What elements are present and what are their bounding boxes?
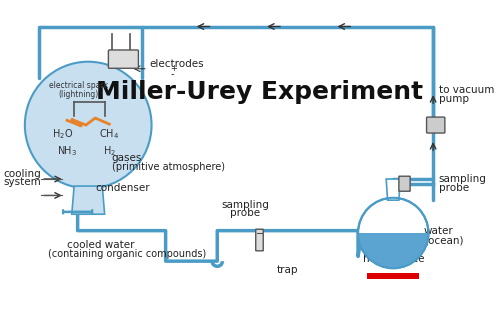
Text: CH$_4$: CH$_4$ — [99, 127, 119, 141]
Text: (ocean): (ocean) — [424, 235, 463, 245]
Circle shape — [358, 198, 428, 268]
Text: cooled water: cooled water — [67, 240, 134, 250]
Text: probe: probe — [230, 208, 260, 218]
Text: trap: trap — [277, 264, 298, 275]
Text: sampling: sampling — [439, 174, 486, 184]
FancyBboxPatch shape — [108, 50, 138, 68]
FancyBboxPatch shape — [63, 209, 92, 214]
FancyBboxPatch shape — [256, 229, 263, 251]
Text: system: system — [4, 177, 42, 187]
Text: cooling: cooling — [4, 169, 42, 179]
Text: to vacuum: to vacuum — [439, 85, 494, 95]
Text: H$_2$O: H$_2$O — [52, 127, 73, 141]
Text: -: - — [170, 69, 174, 80]
Text: Miller-Urey Experiment: Miller-Urey Experiment — [96, 80, 423, 104]
Text: NH$_3$: NH$_3$ — [57, 144, 77, 158]
Text: condenser: condenser — [95, 183, 150, 193]
Text: electrical spark: electrical spark — [50, 81, 108, 90]
Text: water: water — [424, 226, 454, 236]
Text: (containing organic compounds): (containing organic compounds) — [48, 249, 206, 259]
FancyBboxPatch shape — [426, 117, 445, 133]
Text: +: + — [170, 64, 177, 73]
Text: (primitive atmosphere): (primitive atmosphere) — [112, 162, 224, 172]
FancyBboxPatch shape — [368, 273, 419, 279]
FancyBboxPatch shape — [399, 176, 410, 191]
Polygon shape — [386, 179, 400, 200]
Text: gases: gases — [112, 153, 142, 163]
Text: electrodes: electrodes — [149, 59, 204, 69]
Text: H$_2$: H$_2$ — [103, 144, 116, 158]
Text: sampling: sampling — [222, 200, 270, 210]
Text: probe: probe — [439, 183, 469, 193]
Text: (lightning): (lightning) — [58, 90, 99, 99]
Text: heat source: heat source — [362, 254, 424, 264]
Circle shape — [25, 62, 152, 188]
Wedge shape — [358, 233, 428, 268]
Polygon shape — [72, 186, 104, 214]
Text: pump: pump — [439, 94, 469, 104]
